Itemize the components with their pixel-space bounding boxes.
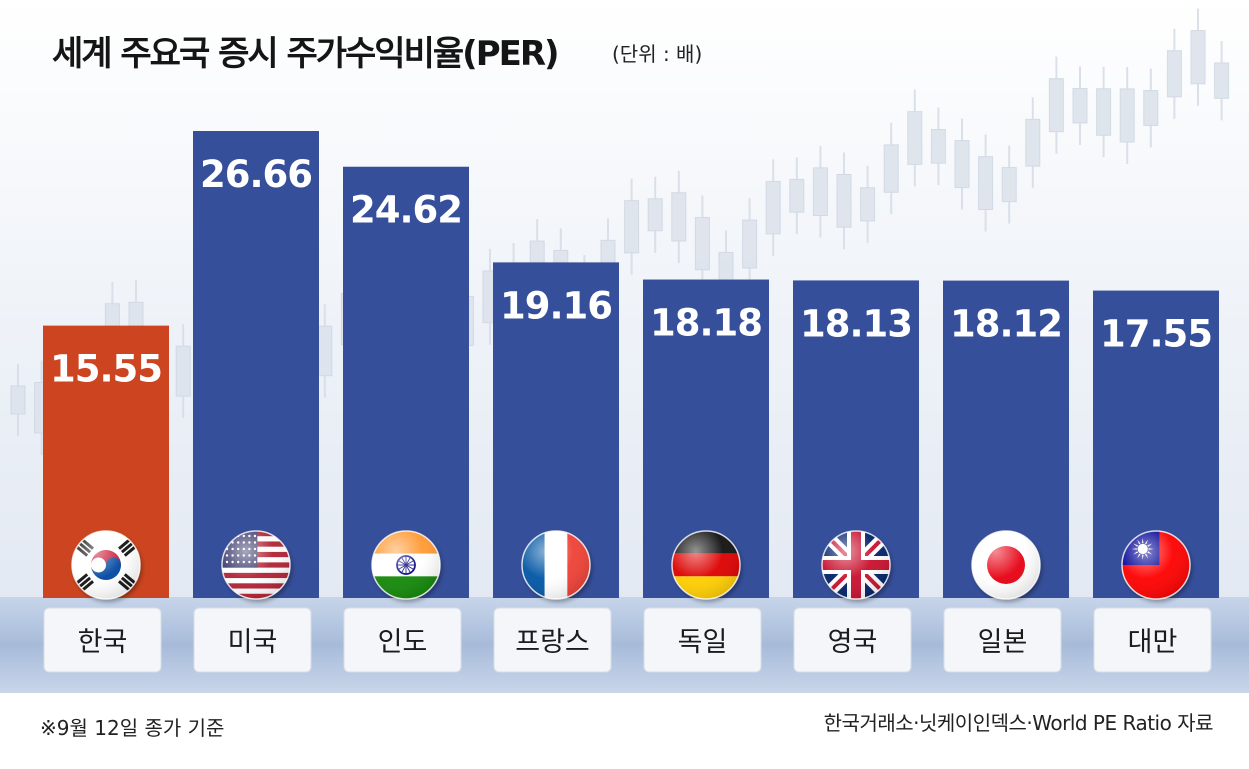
value-label: 19.16	[500, 284, 612, 327]
category-label-box	[493, 607, 612, 673]
flag-taiwan-icon	[1121, 530, 1191, 600]
category-label-box	[943, 607, 1062, 673]
category-label-5: 영국	[793, 607, 912, 673]
bar-rect	[343, 166, 469, 598]
footnote: ※9월 12일 종가 기준	[40, 716, 225, 740]
category-label-text: 영국	[828, 627, 878, 658]
category-label-box	[43, 607, 162, 673]
flag-usa-icon	[221, 530, 291, 600]
category-label-box	[793, 607, 912, 673]
category-label-6: 일본	[943, 607, 1062, 673]
category-label-text: 한국	[78, 627, 128, 658]
category-label-2: 인도	[343, 607, 462, 673]
value-label: 17.55	[1100, 313, 1212, 356]
flag-uk-icon	[821, 530, 891, 600]
bar-rect	[193, 131, 319, 598]
flag-france-icon	[521, 530, 591, 600]
flag-germany-icon	[671, 530, 741, 600]
flag-korea-icon	[71, 530, 141, 600]
category-label-text: 대만	[1128, 627, 1178, 658]
flag-india-icon	[371, 530, 441, 600]
value-label: 18.12	[950, 303, 1062, 346]
category-label-1: 미국	[193, 607, 312, 673]
category-label-0: 한국	[43, 607, 162, 673]
category-label-text: 일본	[978, 627, 1028, 658]
unit-label: (단위 : 배)	[612, 42, 703, 66]
source-credit: 한국거래소·닛케이인덱스·World PE Ratio 자료	[823, 711, 1214, 735]
value-label: 26.66	[200, 153, 312, 196]
category-label-text: 미국	[228, 627, 278, 658]
category-label-7: 대만	[1093, 607, 1212, 673]
value-label: 15.55	[50, 348, 162, 391]
category-label-box	[643, 607, 762, 673]
category-label-text: 프랑스	[515, 627, 590, 658]
value-label: 18.13	[800, 302, 912, 345]
value-label: 18.18	[650, 302, 762, 345]
bar-1: 26.66	[193, 131, 319, 598]
flag-japan-icon	[971, 530, 1041, 600]
category-label-box	[1093, 607, 1212, 673]
category-label-box	[343, 607, 462, 673]
value-label: 24.62	[350, 189, 462, 232]
bar-2: 24.62	[343, 166, 469, 598]
category-label-box	[193, 607, 312, 673]
chart-title: 세계 주요국 증시 주가수익비율(PER)	[52, 34, 560, 74]
category-label-text: 인도	[378, 627, 428, 658]
category-label-3: 프랑스	[493, 607, 612, 673]
category-label-text: 독일	[678, 627, 728, 658]
category-label-4: 독일	[643, 607, 762, 673]
